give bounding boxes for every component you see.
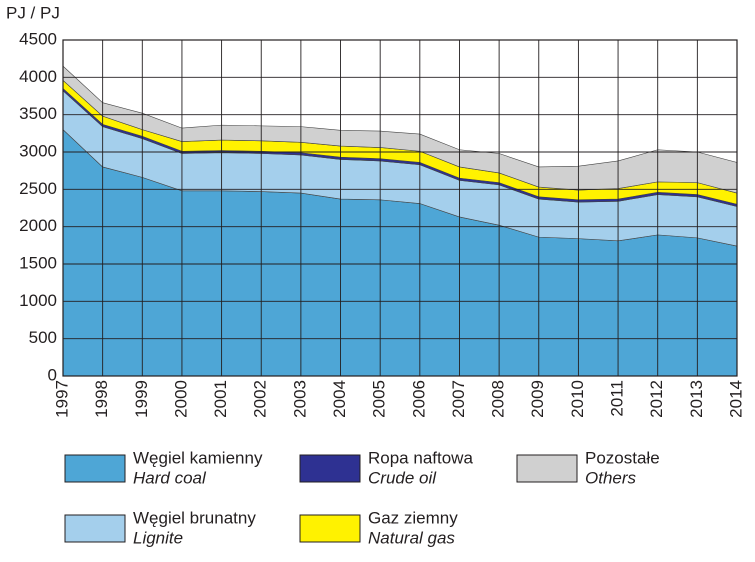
legend-swatch [516,454,578,483]
plot-border [62,39,738,377]
x-tick-label: 2014 [726,380,745,418]
x-tick-label: 2011 [608,380,627,417]
legend-label: Pozostałe [585,448,660,467]
y-axis-label: PJ / PJ [6,3,60,22]
x-tick-label: 2010 [568,380,587,418]
x-tick-label: 2001 [211,380,230,418]
legend-swatch [64,514,126,543]
x-tick-label: 2005 [370,380,389,418]
legend-label-en: Lignite [133,528,183,547]
y-tick-label: 500 [29,328,57,347]
x-tick-label: 2006 [409,380,428,418]
x-tick-label: 1999 [132,380,151,418]
y-tick-label: 4000 [19,67,57,86]
x-tick-label: 2008 [489,380,508,418]
legend-label-en: Crude oil [368,468,437,487]
y-tick-label: 1500 [19,253,57,272]
x-tick-label: 2013 [687,380,706,418]
y-tick-label: 3000 [19,141,57,160]
x-tick-label: 2012 [647,380,666,418]
x-tick-label: 2003 [290,380,309,418]
legend-label: Ropa naftowa [368,448,473,467]
legend-label: Węgiel kamienny [133,448,263,467]
y-tick-label: 0 [48,365,57,384]
y-tick-label: 1000 [19,291,57,310]
legend-swatch [299,454,361,483]
x-tick-label: 1998 [92,380,111,418]
legend-label-en: Natural gas [368,528,455,547]
x-tick-label: 2000 [171,380,190,418]
y-tick-label: 3500 [19,104,57,123]
legend-swatch [299,514,361,543]
legend-swatch [64,454,126,483]
legend-label-en: Others [585,468,637,487]
y-tick-label: 2500 [19,179,57,198]
x-tick-label: 2004 [330,380,349,418]
y-tick-label: 4500 [19,29,57,48]
x-tick-label: 1997 [52,380,71,418]
x-tick-label: 2002 [251,380,270,418]
legend-label-en: Hard coal [133,468,207,487]
y-tick-label: 2000 [19,216,57,235]
x-tick-label: 2007 [449,380,468,418]
legend-label: Węgiel brunatny [133,508,256,527]
x-tick-label: 2009 [528,380,547,418]
legend-label: Gaz ziemny [368,508,458,527]
